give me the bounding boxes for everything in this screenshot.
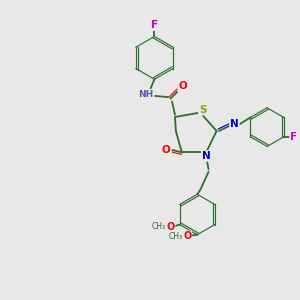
Text: O: O	[162, 145, 171, 155]
Text: CH₃: CH₃	[152, 223, 166, 232]
Text: N: N	[202, 151, 211, 161]
Text: F: F	[151, 20, 158, 30]
Text: O: O	[183, 231, 191, 241]
Text: F: F	[290, 132, 297, 142]
Text: CH₃: CH₃	[169, 232, 183, 241]
Text: N: N	[230, 119, 239, 129]
Text: O: O	[178, 81, 187, 92]
Text: S: S	[199, 105, 206, 115]
Text: NH: NH	[139, 90, 154, 99]
Text: O: O	[167, 222, 175, 232]
